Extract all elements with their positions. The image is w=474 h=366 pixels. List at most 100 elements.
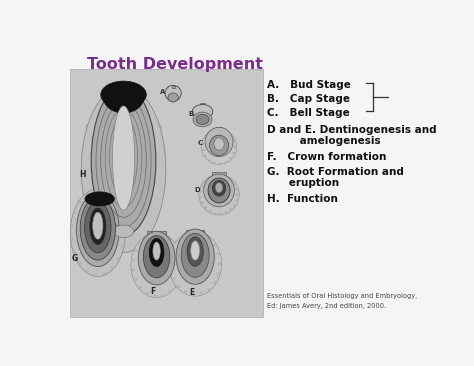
Ellipse shape	[80, 197, 116, 260]
Ellipse shape	[91, 149, 96, 152]
Bar	[217, 127, 222, 131]
Ellipse shape	[177, 254, 180, 257]
Ellipse shape	[199, 175, 239, 215]
Bar	[147, 231, 166, 234]
Ellipse shape	[236, 194, 239, 196]
Ellipse shape	[161, 294, 164, 296]
Ellipse shape	[196, 115, 209, 124]
Bar	[212, 172, 227, 175]
Ellipse shape	[217, 273, 219, 275]
Text: B.   Cap Stage: B. Cap Stage	[267, 94, 350, 104]
Ellipse shape	[122, 232, 125, 234]
Ellipse shape	[95, 227, 108, 235]
Ellipse shape	[209, 177, 211, 179]
Ellipse shape	[170, 258, 173, 260]
Ellipse shape	[153, 294, 156, 296]
Ellipse shape	[165, 85, 181, 101]
Ellipse shape	[173, 248, 175, 250]
Ellipse shape	[229, 134, 232, 137]
Text: A: A	[160, 89, 165, 95]
Bar	[172, 86, 174, 88]
Ellipse shape	[82, 152, 92, 158]
Ellipse shape	[204, 174, 235, 207]
Ellipse shape	[233, 204, 236, 206]
Text: G.  Root Formation and: G. Root Formation and	[267, 167, 404, 177]
Ellipse shape	[101, 81, 146, 108]
Ellipse shape	[103, 272, 106, 274]
Ellipse shape	[137, 106, 142, 108]
Ellipse shape	[207, 288, 210, 290]
Ellipse shape	[201, 185, 204, 188]
Ellipse shape	[170, 268, 173, 270]
Ellipse shape	[70, 189, 125, 276]
Ellipse shape	[79, 201, 82, 203]
Ellipse shape	[161, 148, 166, 151]
Ellipse shape	[181, 233, 209, 277]
Ellipse shape	[213, 212, 217, 214]
Text: G: G	[72, 254, 78, 262]
Ellipse shape	[208, 132, 211, 134]
Text: Essentials of Oral Histology and Embryology,: Essentials of Oral Histology and Embryol…	[267, 293, 417, 299]
Text: A.   Bud Stage: A. Bud Stage	[267, 80, 351, 90]
Ellipse shape	[235, 199, 238, 201]
Ellipse shape	[229, 179, 232, 181]
Ellipse shape	[208, 159, 211, 161]
Ellipse shape	[104, 229, 108, 232]
Ellipse shape	[217, 253, 219, 255]
Text: H: H	[79, 171, 86, 179]
Text: C: C	[198, 139, 203, 146]
Ellipse shape	[110, 197, 113, 199]
Ellipse shape	[142, 234, 146, 237]
Ellipse shape	[168, 93, 178, 102]
Ellipse shape	[94, 273, 97, 276]
Ellipse shape	[113, 225, 134, 238]
Ellipse shape	[82, 86, 166, 253]
Ellipse shape	[88, 168, 92, 171]
Ellipse shape	[153, 203, 157, 206]
Ellipse shape	[135, 279, 137, 281]
Ellipse shape	[93, 219, 97, 221]
Ellipse shape	[235, 188, 238, 190]
Ellipse shape	[168, 290, 171, 292]
Ellipse shape	[103, 191, 106, 194]
Ellipse shape	[204, 154, 207, 157]
Ellipse shape	[200, 233, 202, 235]
Ellipse shape	[233, 146, 237, 148]
Ellipse shape	[192, 105, 213, 119]
Ellipse shape	[210, 135, 228, 156]
Ellipse shape	[113, 239, 118, 242]
Ellipse shape	[152, 187, 157, 190]
Ellipse shape	[184, 235, 187, 237]
Bar	[200, 103, 205, 108]
Ellipse shape	[100, 104, 105, 107]
Text: D: D	[195, 187, 201, 194]
Ellipse shape	[233, 183, 236, 185]
Ellipse shape	[91, 86, 156, 236]
Ellipse shape	[204, 137, 207, 139]
Ellipse shape	[232, 152, 235, 154]
Ellipse shape	[122, 232, 125, 234]
Ellipse shape	[92, 132, 97, 135]
Ellipse shape	[208, 178, 230, 203]
Ellipse shape	[232, 139, 235, 142]
Ellipse shape	[219, 129, 222, 131]
Ellipse shape	[173, 283, 177, 285]
Ellipse shape	[157, 131, 162, 134]
Text: Ed: James Avery, 2nd edition, 2000.: Ed: James Avery, 2nd edition, 2000.	[267, 303, 386, 309]
Ellipse shape	[71, 239, 74, 241]
Ellipse shape	[218, 263, 221, 265]
Ellipse shape	[139, 242, 142, 244]
Ellipse shape	[84, 194, 96, 201]
Ellipse shape	[213, 162, 216, 164]
Ellipse shape	[71, 225, 74, 227]
Ellipse shape	[111, 93, 115, 96]
Ellipse shape	[213, 244, 216, 246]
Ellipse shape	[110, 266, 113, 269]
Ellipse shape	[213, 130, 216, 132]
Ellipse shape	[219, 163, 222, 165]
Ellipse shape	[158, 168, 163, 171]
Ellipse shape	[184, 291, 187, 293]
Ellipse shape	[146, 236, 149, 238]
Ellipse shape	[121, 218, 124, 220]
Ellipse shape	[218, 263, 221, 265]
